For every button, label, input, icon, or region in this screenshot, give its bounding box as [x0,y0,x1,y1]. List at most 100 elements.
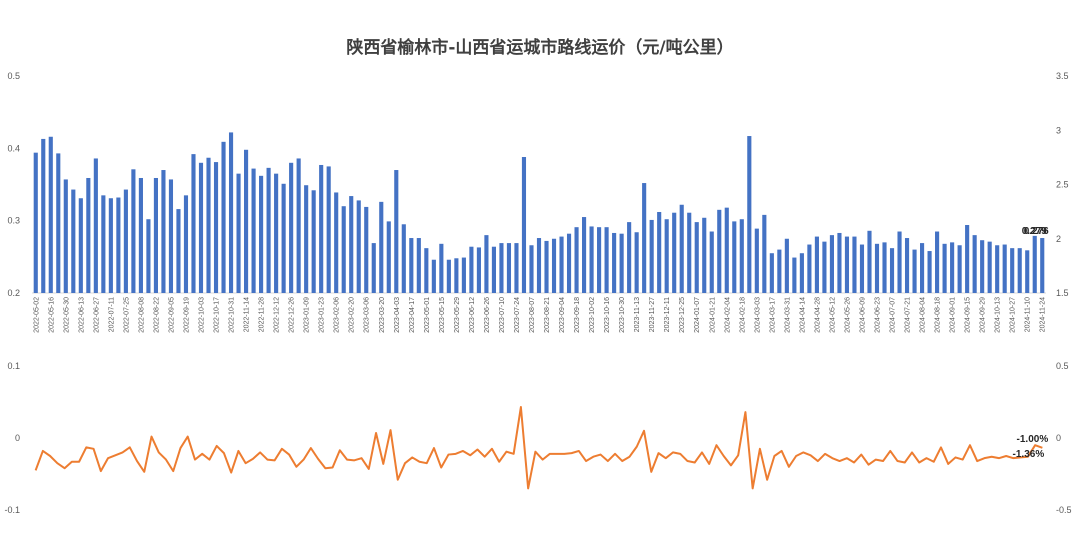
bar [138,177,143,293]
bar [844,236,850,293]
bar [168,179,174,293]
bar [754,228,759,293]
bar [514,243,519,293]
bar [792,257,797,293]
bar [476,247,481,293]
bar [1017,248,1022,293]
bar [612,232,617,293]
bar [356,200,361,293]
bar [198,162,204,293]
x-tick-label: 2022-10-17 [214,297,221,333]
x-tick-label: 2023-10-02 [589,297,596,333]
bar [461,257,466,293]
bar [664,219,669,293]
left-y-tick-label: 0.2 [7,288,20,298]
bar [213,162,219,293]
x-tick-label: 2022-10-31 [229,297,236,333]
x-tick-label: 2024-06-09 [859,297,866,333]
x-tick-label: 2023-05-15 [439,297,446,333]
bar [484,235,489,293]
bar [93,158,98,293]
x-tick-label: 2024-10-27 [1010,297,1017,333]
right-y-tick-label: 3 [1056,125,1061,135]
bar [506,243,512,293]
bar [446,259,451,293]
x-tick-label: 2023-10-30 [619,297,626,333]
left-y-tick-label: 0 [15,433,20,443]
bar [649,219,654,293]
bar [642,183,647,293]
bar [987,241,992,293]
bar [86,177,91,293]
x-tick-label: 2024-11-24 [1040,297,1047,332]
bar [867,230,872,293]
bar [251,168,256,293]
bar [687,212,692,293]
bar [191,154,196,293]
x-tick-label: 2022-12-26 [289,297,296,333]
x-tick-label: 2024-07-07 [890,297,897,333]
x-tick-label: 2024-04-14 [799,297,806,333]
bar-data-label: 0.279 [1022,226,1047,237]
bar [739,219,744,293]
bar [386,221,391,293]
bar [394,170,399,293]
bar [176,209,181,293]
bar [935,231,940,293]
bar [822,241,827,293]
bar-data-label: 0.276 [1024,226,1049,237]
bar [1040,238,1045,293]
bar [604,227,609,293]
bar [244,149,249,293]
x-tick-label: 2024-05-26 [844,297,851,333]
x-tick-label: 2024-08-04 [920,297,927,333]
bar [732,221,737,293]
bar [566,233,572,293]
bar [409,238,414,293]
x-tick-label: 2024-10-13 [995,297,1002,333]
bar [807,244,812,293]
right-y-tick-label: 2.5 [1056,180,1069,190]
x-tick-label: 2024-08-18 [935,297,942,333]
bar [499,243,504,293]
bar [379,201,384,293]
bar [702,217,707,293]
x-tick-label: 2023-02-20 [349,297,356,333]
x-tick-label: 2024-09-29 [980,297,987,333]
x-tick-label: 2023-10-16 [604,297,611,333]
bar [146,219,151,293]
bar [48,136,53,293]
x-tick-label: 2023-02-06 [334,297,341,333]
left-y-tick-label: 0.4 [7,143,20,153]
line-data-label: -1.36% [1013,449,1045,460]
bar [799,253,804,293]
bar [469,246,474,293]
bar [101,195,106,293]
bar [777,249,782,293]
x-tick-label: 2023-06-12 [469,297,476,333]
bar [491,246,496,293]
bar [108,198,113,293]
bar [897,231,902,293]
x-tick-label: 2023-04-03 [394,297,401,333]
bar [837,232,842,293]
bar [161,170,166,293]
bar [439,243,444,293]
bar [544,240,549,293]
bar [341,206,346,293]
bar [942,243,947,293]
bar [582,217,587,293]
x-tick-label: 2023-04-17 [409,297,416,333]
bar [657,211,662,293]
bar [920,243,925,293]
bar [33,152,38,293]
x-tick-label: 2024-11-10 [1025,297,1032,332]
bar [56,153,61,293]
bar [1010,248,1015,293]
bar [717,209,722,293]
x-tick-label: 2024-03-31 [784,297,791,333]
x-tick-label: 2024-03-03 [754,297,761,333]
left-y-tick-label: 0.5 [7,71,20,81]
bar [694,222,699,293]
x-axis-tick-labels: 2022-05-02 2022-05-16 2022-05-30 2022-06-13… [33,297,1046,333]
